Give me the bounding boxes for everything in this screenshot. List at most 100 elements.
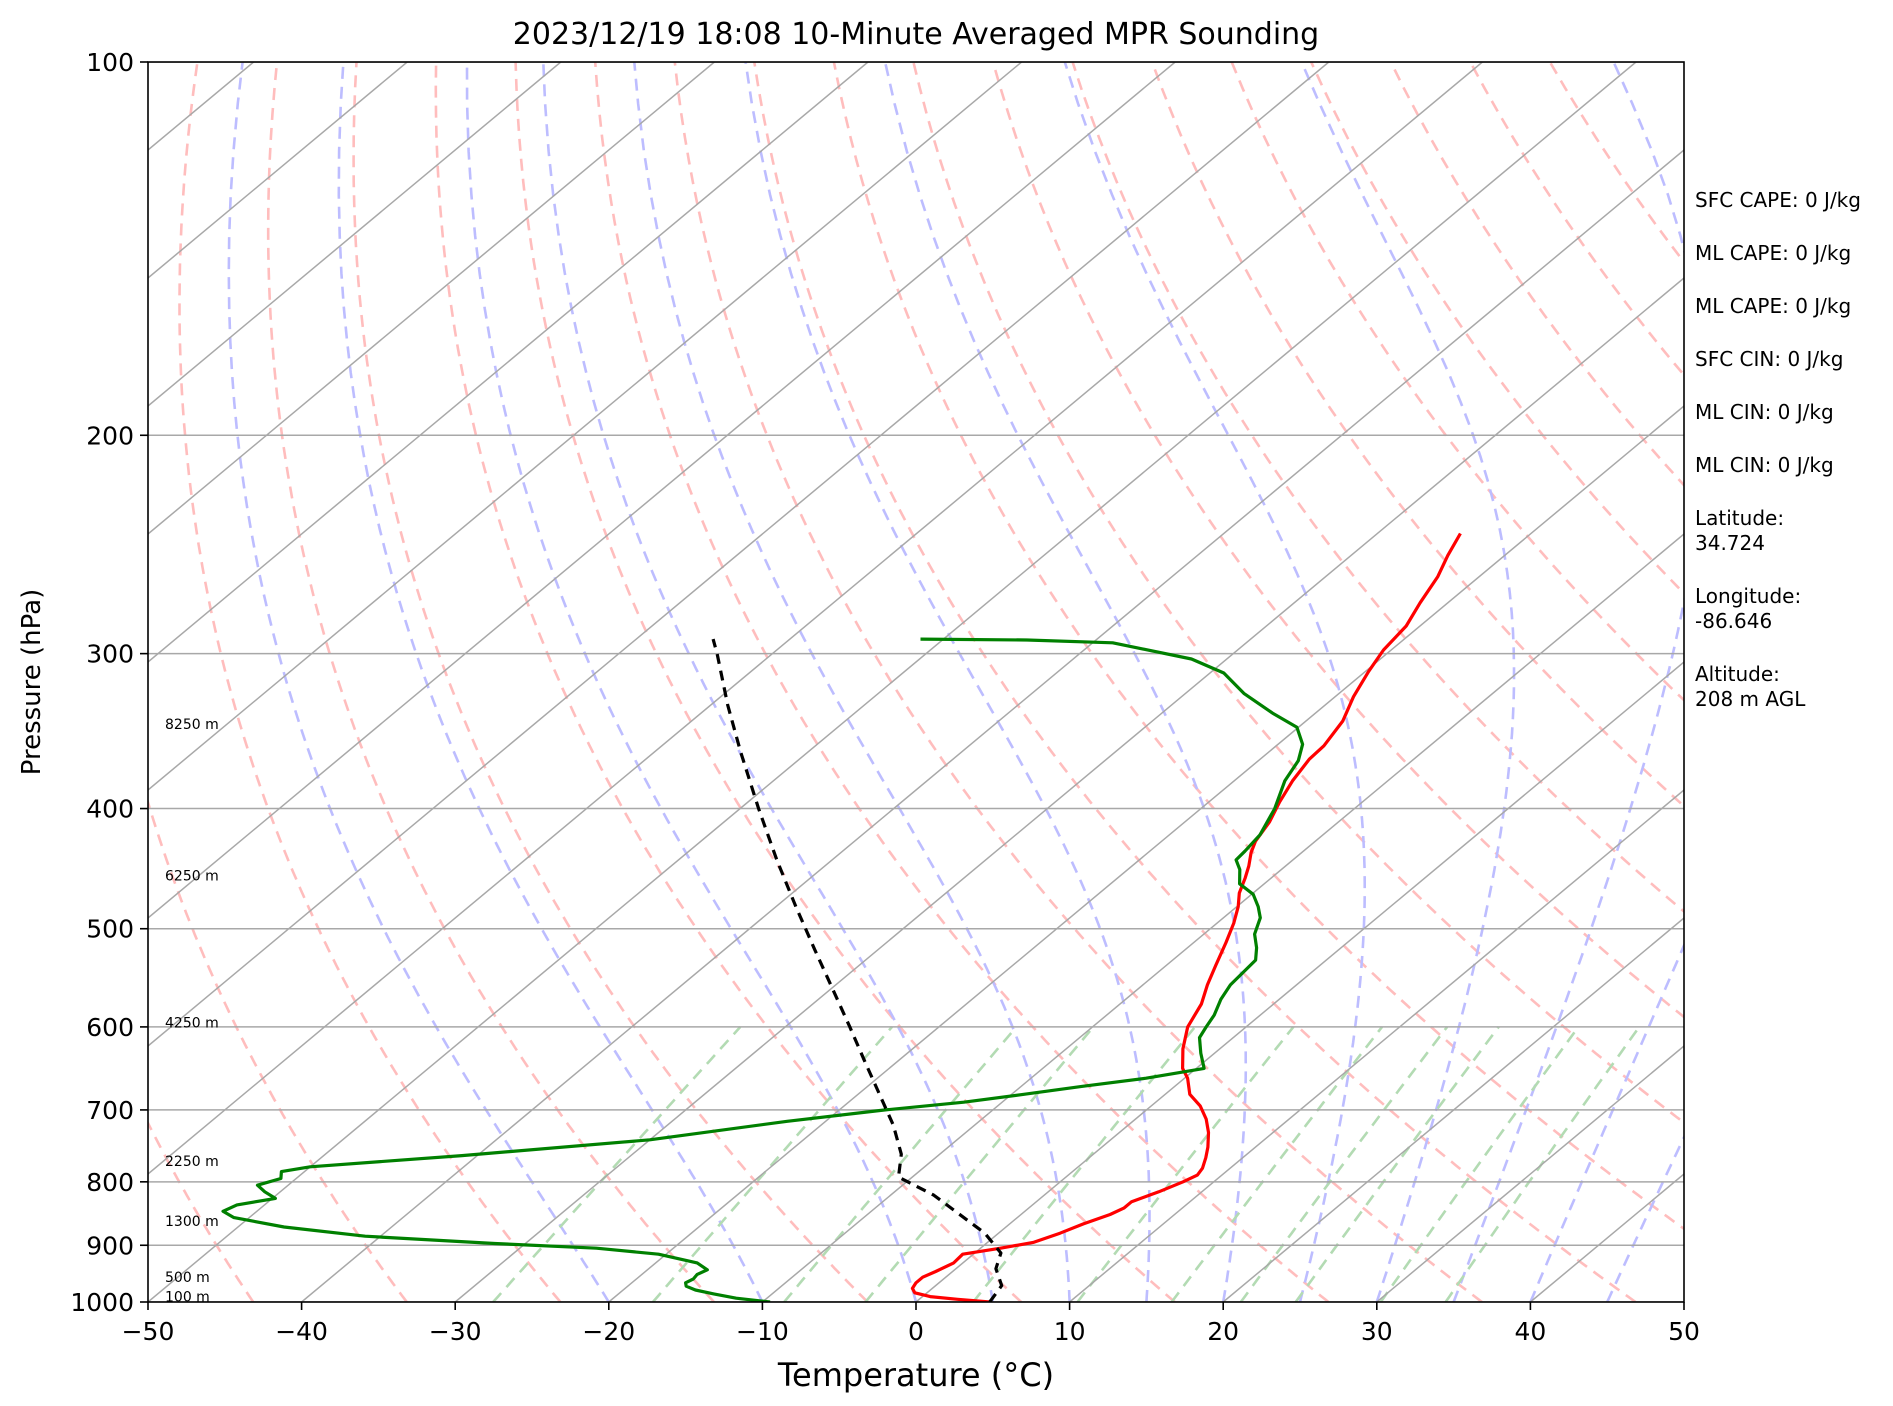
moist-adiabat-line <box>744 62 1151 1302</box>
x-tick-label: −10 <box>736 1317 789 1346</box>
y-tick-label: 400 <box>86 795 134 824</box>
mixing-ratio-line <box>864 1026 1095 1302</box>
dry-adiabat-line <box>991 62 1684 1019</box>
y-axis-label: Pressure (hPa) <box>17 589 47 776</box>
sfc-cape-readout: SFC CAPE: 0 J/kg <box>1695 188 1861 212</box>
isobars <box>148 62 1684 1302</box>
latitude-readout: Latitude: 34.724 <box>1695 506 1785 555</box>
plot-frame <box>147 61 1685 1303</box>
height-label: 4250 m <box>165 1015 219 1031</box>
mixing-ratio-line <box>651 1026 893 1302</box>
dry-adiabat-line <box>514 62 1176 1302</box>
isotherm-line <box>148 62 408 279</box>
isotherm-line <box>148 62 715 535</box>
y-axis: 100 200 300 400 500 600 700 800 900 1000 <box>70 48 148 1317</box>
dry-adiabat-line <box>1150 62 1684 808</box>
moist-adiabats <box>227 62 1684 1302</box>
isotherm-line <box>608 405 1684 1302</box>
sounding-traces <box>221 532 1462 1302</box>
ml-cin-readout: ML CIN: 0 J/kg <box>1695 400 1834 424</box>
x-axis-label: Temperature (°C) <box>777 1356 1054 1394</box>
height-label: 500 m <box>165 1270 210 1286</box>
altitude-readout: Altitude: 208 m AGL <box>1695 662 1806 711</box>
dry-adiabats <box>148 62 1684 1302</box>
isotherm-line <box>301 149 1684 1302</box>
x-tick-label: −20 <box>582 1317 635 1346</box>
x-tick-label: 0 <box>908 1317 924 1346</box>
y-tick-label: 300 <box>86 640 134 669</box>
dry-adiabat-line <box>266 62 715 1302</box>
isotherm-line <box>148 62 1637 1302</box>
plot-area: 100 m 500 m 1300 m 2250 m 4250 m 6250 m 8250 m <box>0 62 1684 1306</box>
moist-adiabat-line <box>1063 62 1366 1302</box>
isotherm-line <box>148 62 869 663</box>
dry-adiabat-line <box>352 62 869 1302</box>
height-label: 100 m <box>165 1290 210 1306</box>
height-label: 1300 m <box>165 1214 219 1230</box>
mixing-ratio-line <box>492 1026 742 1302</box>
moist-adiabat-line <box>633 62 1071 1302</box>
dry-adiabat-line <box>148 797 408 1302</box>
isotherm-line <box>148 62 1023 791</box>
x-tick-label: −40 <box>275 1317 328 1346</box>
x-tick-label: 10 <box>1054 1317 1086 1346</box>
x-axis: −50 −40 −30 −20 −10 0 10 20 30 40 50 <box>122 1302 1700 1346</box>
y-tick-label: 700 <box>86 1096 134 1125</box>
x-tick-label: −50 <box>122 1317 175 1346</box>
isotherm-line <box>148 62 562 407</box>
chart-title: 2023/12/19 18:08 10-Minute Averaged MPR … <box>513 17 1319 52</box>
ml-cape-readout: ML CAPE: 0 J/kg <box>1695 241 1852 265</box>
dry-adiabat-line <box>912 62 1684 1125</box>
x-tick-label: 20 <box>1207 1317 1239 1346</box>
dry-adiabat-line <box>434 62 1023 1302</box>
moist-adiabat-line <box>337 62 764 1302</box>
x-tick-label: 50 <box>1668 1317 1700 1346</box>
dewpoint-trace <box>221 637 1305 1302</box>
mixing-ratio-line <box>783 1026 1018 1302</box>
y-tick-label: 500 <box>86 915 134 944</box>
height-label: 8250 m <box>165 717 219 733</box>
dry-adiabat-line <box>148 1120 255 1302</box>
mixing-ratio-line <box>972 1026 1197 1302</box>
mixing-ratio-line <box>1076 1026 1295 1302</box>
isotherm-line <box>1069 789 1684 1302</box>
height-label: 2250 m <box>165 1154 219 1170</box>
isotherm-line <box>0 62 100 1302</box>
height-labels: 100 m 500 m 1300 m 2250 m 4250 m 6250 m 8250 m <box>165 717 219 1306</box>
dry-adiabat-line <box>178 62 562 1302</box>
y-tick-label: 800 <box>86 1168 134 1197</box>
dry-adiabat-line <box>593 62 1330 1302</box>
parcel-trace <box>711 638 1004 1302</box>
x-tick-label: −30 <box>429 1317 482 1346</box>
sounding-parameters-panel: SFC CAPE: 0 J/kg ML CAPE: 0 J/kg ML CAPE… <box>1695 188 1885 740</box>
isotherm-line <box>148 62 1483 1175</box>
x-tick-label: 30 <box>1361 1317 1393 1346</box>
moist-adiabat-line <box>465 62 918 1302</box>
ml-cape-readout-2: ML CAPE: 0 J/kg <box>1695 294 1852 318</box>
y-tick-label: 200 <box>86 421 134 450</box>
moist-adiabat-line <box>227 62 610 1302</box>
y-tick-label: 900 <box>86 1231 134 1260</box>
isotherm-line <box>148 62 1176 919</box>
y-tick-label: 100 <box>86 48 134 77</box>
moist-adiabat-line <box>1452 62 1684 1302</box>
isotherm-line <box>148 62 1330 1047</box>
dry-adiabat-line <box>832 62 1684 1231</box>
longitude-readout: Longitude: -86.646 <box>1695 584 1802 633</box>
height-label: 6250 m <box>165 869 219 885</box>
isotherms <box>0 62 1684 1302</box>
dry-adiabat-line <box>1310 62 1684 596</box>
dry-adiabat-line <box>1071 62 1684 914</box>
isotherm-line <box>1222 917 1684 1302</box>
temperature-trace <box>910 532 1462 1302</box>
sfc-cin-readout: SFC CIN: 0 J/kg <box>1695 347 1844 371</box>
moist-adiabat-line <box>542 62 995 1302</box>
dry-adiabat-line <box>673 62 1483 1302</box>
isotherm-line <box>1376 1045 1684 1302</box>
moist-adiabat-line <box>1529 942 1684 1302</box>
y-tick-label: 600 <box>86 1013 134 1042</box>
x-tick-label: 40 <box>1514 1317 1546 1346</box>
isotherm-line <box>454 277 1684 1302</box>
dry-adiabat-line <box>753 62 1637 1302</box>
